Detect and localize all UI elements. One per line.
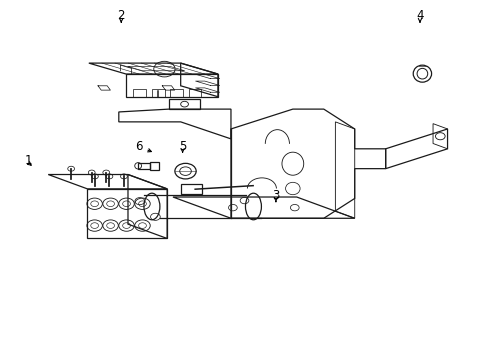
Text: 5: 5 xyxy=(179,140,186,153)
Text: 1: 1 xyxy=(24,154,32,167)
Text: 2: 2 xyxy=(117,9,125,22)
Text: 4: 4 xyxy=(415,9,423,22)
Text: 6: 6 xyxy=(135,140,142,153)
Text: 3: 3 xyxy=(272,189,279,202)
Bar xyxy=(138,163,150,169)
Bar xyxy=(150,162,159,170)
